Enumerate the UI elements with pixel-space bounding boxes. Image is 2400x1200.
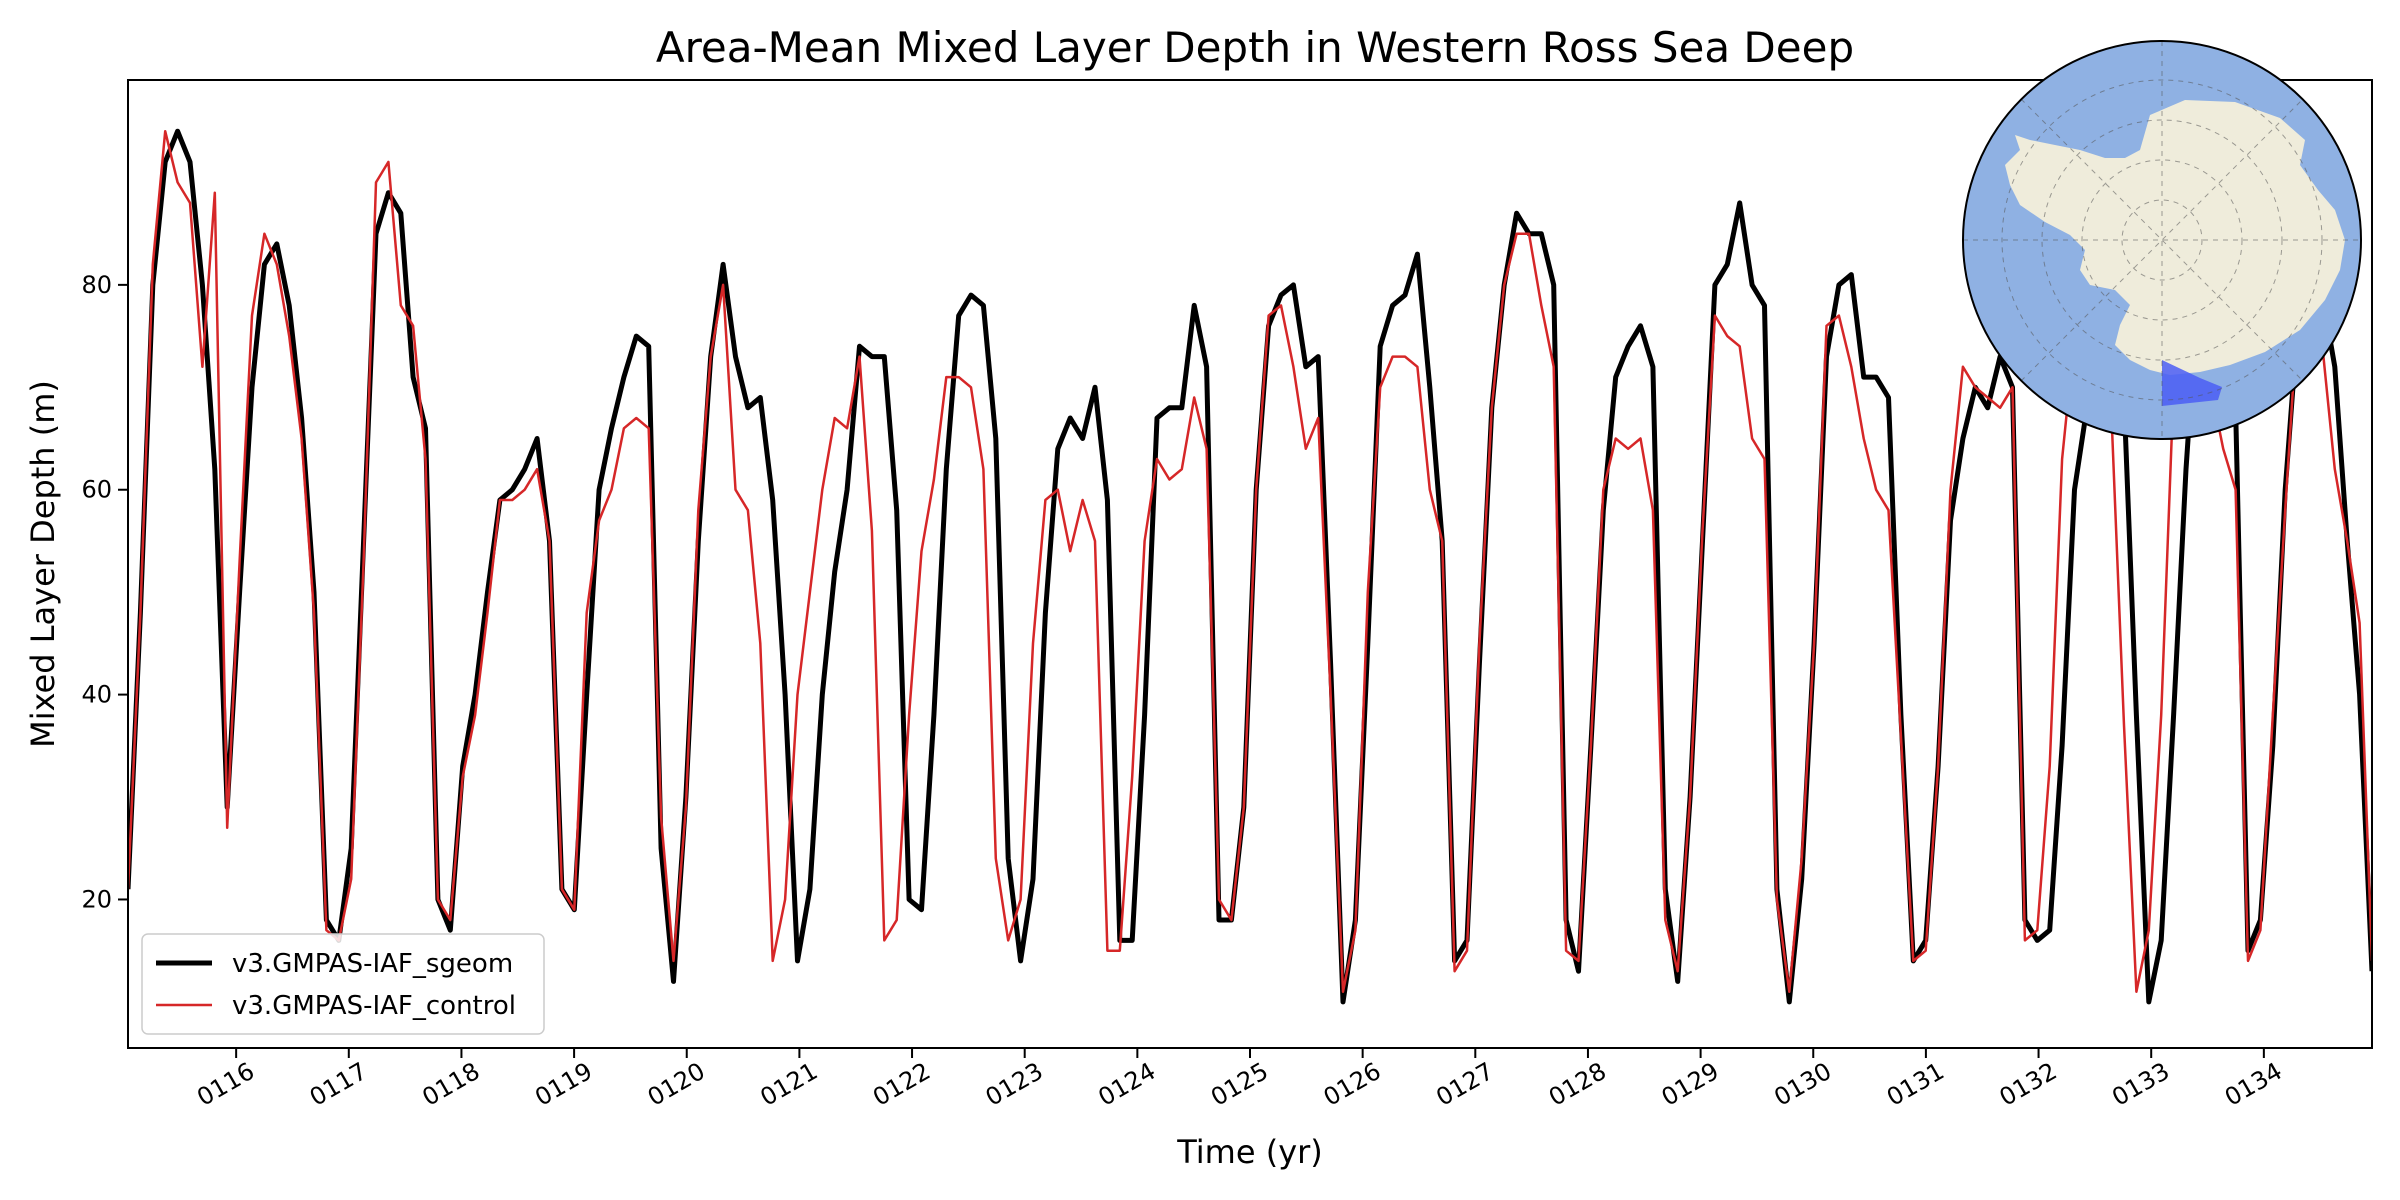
map-outline [1962,40,2362,440]
x-tick-label: 0123 [981,1057,1048,1112]
x-tick-label: 0122 [868,1057,935,1112]
x-tick-label: 0119 [530,1057,597,1112]
x-tick-label: 0130 [1769,1057,1836,1112]
x-tick-label: 0118 [418,1057,485,1112]
series-layer [128,128,2372,1005]
legend-label-control: v3.GMPAS-IAF_control [232,991,516,1021]
legend-box [141,933,545,1035]
y-axis-label: Mixed Layer Depth (m) [24,380,62,748]
series-line-control [128,129,2372,993]
x-tick-label: 0127 [1431,1057,1498,1112]
x-tick-label: 0120 [643,1057,710,1112]
x-tick-label: 0134 [2220,1057,2287,1112]
y-tick-label: 80 [81,271,112,299]
y-axis: 20 40 60 80 [81,271,128,913]
x-tick-label: 0116 [192,1057,259,1112]
map-antarctica [2005,100,2345,375]
x-tick-label: 0131 [1882,1057,1949,1112]
x-tick-label: 0132 [1995,1057,2062,1112]
x-axis-label: Time (yr) [1176,1133,1323,1171]
legend-label-sgeom: v3.GMPAS-IAF_sgeom [232,949,513,979]
y-tick-label: 40 [81,681,112,709]
map-highlighted-region [2162,360,2222,406]
x-tick-label: 0125 [1206,1057,1273,1112]
x-tick-label: 0133 [2107,1057,2174,1112]
x-tick-label: 0126 [1319,1057,1386,1112]
legend: v3.GMPAS-IAF_sgeom v3.GMPAS-IAF_control [141,933,545,1035]
x-tick-label: 0124 [1093,1057,1160,1112]
y-tick-label: 20 [81,885,112,913]
x-tick-label: 0129 [1657,1057,1724,1112]
x-tick-label: 0128 [1544,1057,1611,1112]
y-tick-label: 60 [81,476,112,504]
inset-polar-map [1962,40,2362,440]
x-tick-label: 0117 [305,1057,372,1112]
x-axis: 0116 0117 0118 0119 0120 0121 0122 0123 0124 0125… [192,1048,2287,1112]
chart-title: Area-Mean Mixed Layer Depth in Western R… [656,23,1854,72]
x-tick-label: 0121 [756,1057,823,1112]
